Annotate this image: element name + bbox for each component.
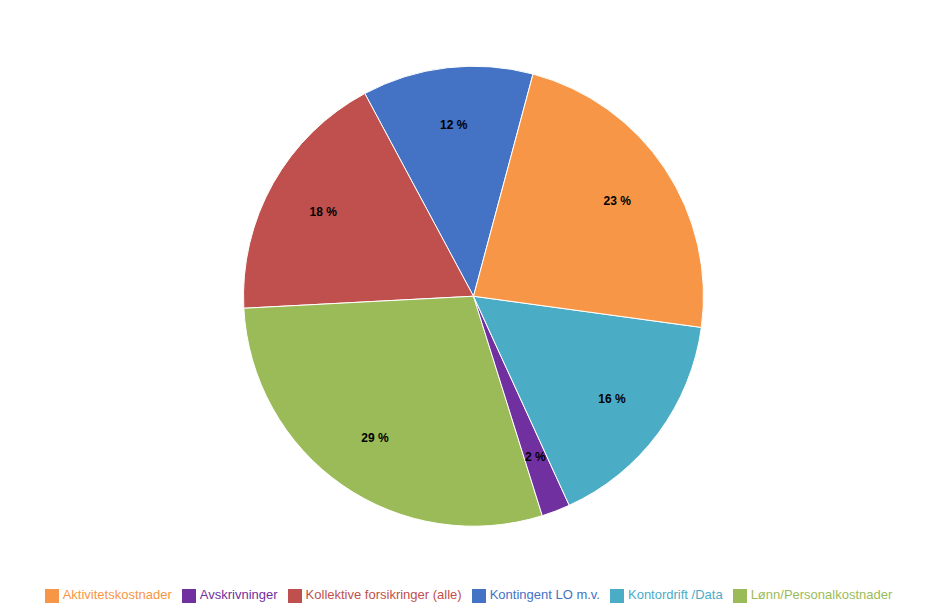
svg-text:2 %: 2 % xyxy=(525,450,546,464)
svg-text:23 %: 23 % xyxy=(603,194,631,208)
html-text:Kontordrift /Data: Kontordrift /Data xyxy=(628,587,723,603)
svg-text:16 %: 16 % xyxy=(598,392,626,406)
svg-text:12 %: 12 % xyxy=(440,118,468,132)
html-text:Kontingent LO m.v.: Kontingent LO m.v. xyxy=(489,587,600,603)
html-text:Avskrivninger: Avskrivninger xyxy=(199,587,278,603)
html-text:Kollektive forsikringer (alle): Kollektive forsikringer (alle) xyxy=(305,587,462,603)
svg-text:18 %: 18 % xyxy=(310,205,338,219)
svg-text:29 %: 29 % xyxy=(361,431,389,445)
html-text:Aktivitetskostnader: Aktivitetskostnader xyxy=(62,587,172,603)
html-text:Lønn/Personalkostnader: Lønn/Personalkostnader xyxy=(750,587,893,603)
